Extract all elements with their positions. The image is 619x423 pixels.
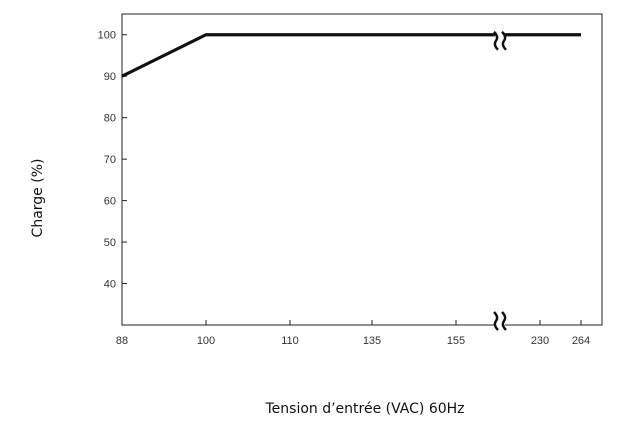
y-tick-label: 40 xyxy=(104,279,116,291)
x-tick-label: 135 xyxy=(363,335,381,347)
y-tick-label: 70 xyxy=(104,154,116,166)
axis-break-mark xyxy=(493,311,507,331)
y-axis-title: Charge (%) xyxy=(30,159,46,238)
break-stroke-right xyxy=(501,30,507,51)
break-stroke-right xyxy=(501,311,507,331)
break-stroke-left xyxy=(493,30,499,51)
y-tick-label: 100 xyxy=(98,30,116,42)
series-line xyxy=(121,33,581,78)
x-tick-label: 110 xyxy=(281,335,299,347)
y-tick-label: 60 xyxy=(104,196,116,208)
axis-break-mark xyxy=(493,30,507,51)
axis-break-marks xyxy=(493,30,507,331)
y-tick-label: 90 xyxy=(104,71,116,83)
y-axis-ticks: 100 90 80 70 60 50 40 xyxy=(98,30,127,291)
break-gap xyxy=(495,311,505,331)
y-tick-label: 50 xyxy=(104,237,116,249)
x-tick-label: 88 xyxy=(116,335,128,347)
x-tick-label: 100 xyxy=(197,335,215,347)
series-layer xyxy=(121,33,581,78)
x-tick-label: 155 xyxy=(447,335,465,347)
break-gap xyxy=(495,30,505,51)
break-stroke-left xyxy=(493,311,499,331)
x-axis-ticks: 88 100 110 135 155 230 264 xyxy=(116,320,590,347)
x-axis-title: Tension d’entrée (VAC) 60Hz xyxy=(264,401,464,417)
y-tick-label: 80 xyxy=(104,113,116,125)
x-tick-label: 264 xyxy=(572,335,590,347)
x-tick-label: 230 xyxy=(531,335,549,347)
plot-frame xyxy=(121,13,603,326)
plot-border xyxy=(121,13,603,326)
